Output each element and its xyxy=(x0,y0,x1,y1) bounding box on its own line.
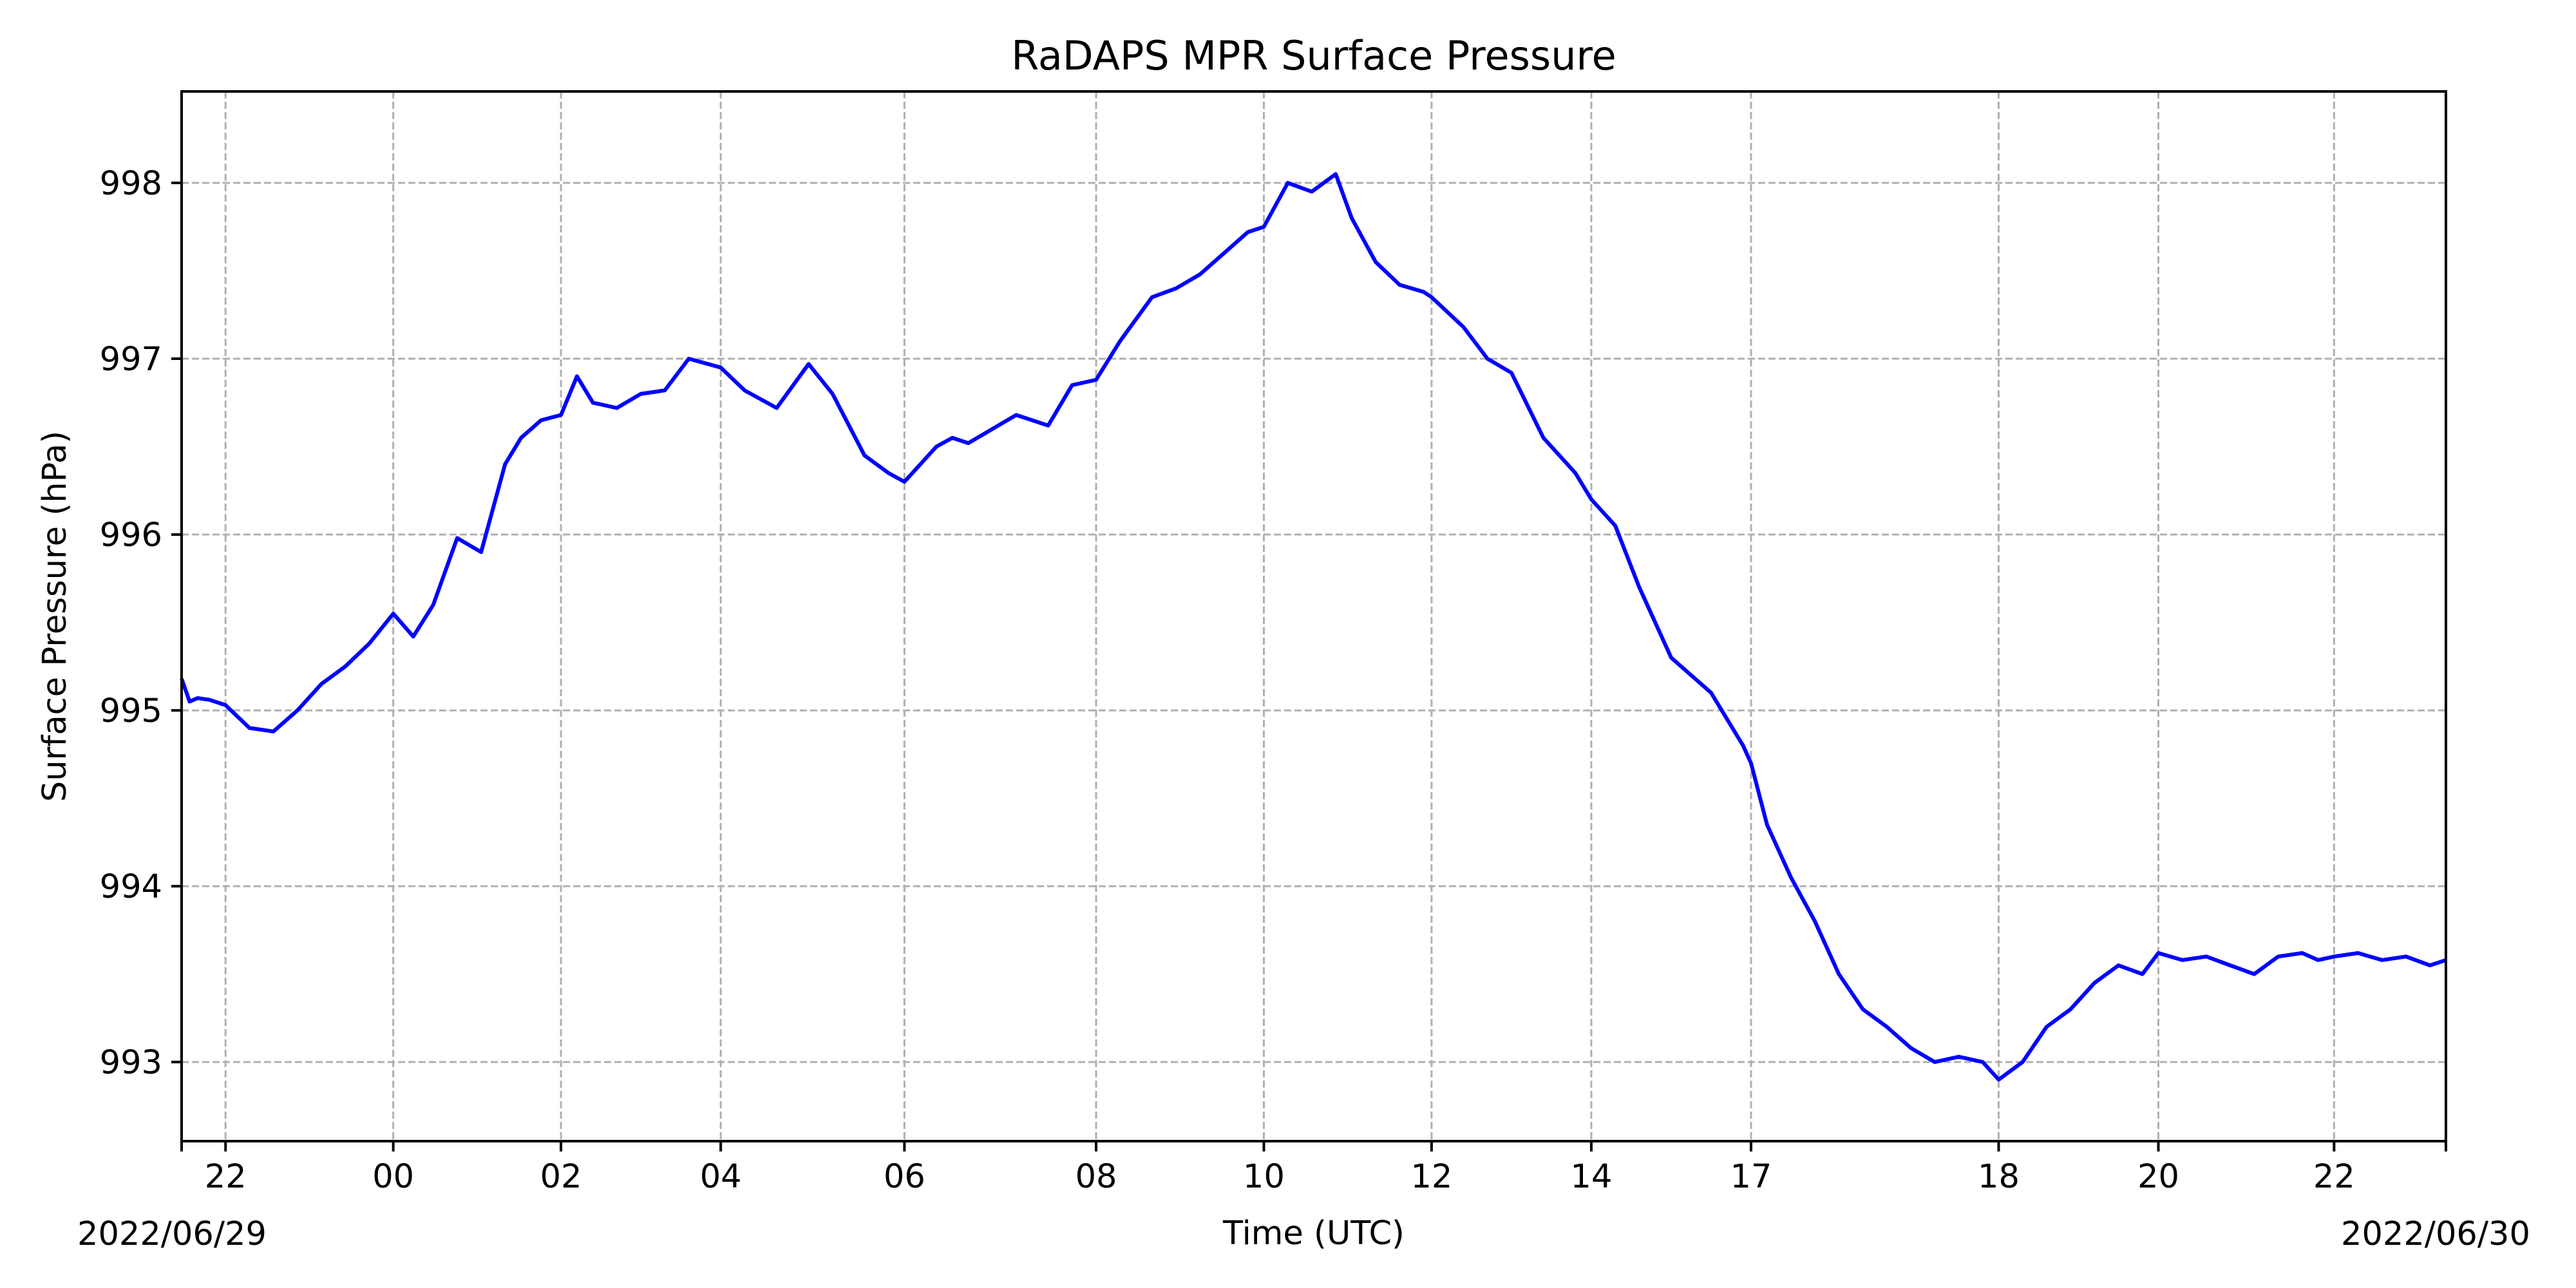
grid xyxy=(182,91,2446,1141)
ticks: 993 994 995 996 997 998 22 00 02 04 06 08 10 12 14 17 18… xyxy=(100,165,2447,1196)
y-tick-label: 993 xyxy=(100,1044,162,1082)
series-layer xyxy=(180,172,2447,1082)
x-tick-label: 10 xyxy=(1243,1158,1285,1196)
series-line xyxy=(180,172,2447,1082)
x-tick-label: 04 xyxy=(700,1158,742,1196)
y-tick-label: 998 xyxy=(100,165,162,203)
x-tick-label: 18 xyxy=(1978,1158,2020,1196)
x-tick-label: 06 xyxy=(884,1158,925,1196)
end-date-label: 2022/06/30 xyxy=(2341,1215,2530,1253)
plot-frame xyxy=(180,90,2447,1142)
y-axis-label: Surface Pressure (hPa) xyxy=(36,431,74,802)
y-tick-label: 996 xyxy=(100,516,162,554)
x-tick-label: 20 xyxy=(2137,1158,2179,1196)
x-tick-label: 22 xyxy=(205,1158,247,1196)
y-tick-label: 994 xyxy=(100,868,162,906)
x-tick-label: 00 xyxy=(372,1158,414,1196)
x-tick-label: 08 xyxy=(1075,1158,1117,1196)
start-date-label: 2022/06/29 xyxy=(77,1215,267,1253)
x-tick-label: 12 xyxy=(1410,1158,1452,1196)
x-tick-label: 22 xyxy=(2313,1158,2355,1196)
y-tick-label: 997 xyxy=(100,341,162,379)
y-tick-label: 995 xyxy=(100,692,162,730)
x-tick-label: 17 xyxy=(1730,1158,1772,1196)
x-tick-label: 02 xyxy=(540,1158,582,1196)
x-tick-label: 14 xyxy=(1571,1158,1613,1196)
chart-title: RaDAPS MPR Surface Pressure xyxy=(1011,32,1616,79)
x-axis-label: Time (UTC) xyxy=(1222,1215,1405,1253)
